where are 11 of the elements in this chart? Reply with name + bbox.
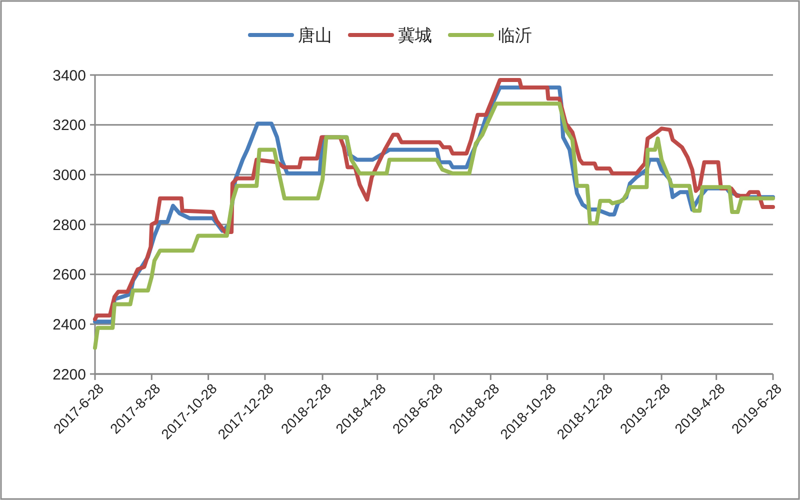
y-tick-label: 2800	[52, 216, 86, 234]
legend-label: 临沂	[498, 26, 532, 45]
line-series	[93, 102, 775, 350]
y-tick-label: 2200	[52, 366, 86, 384]
legend-label: 冀城	[398, 26, 432, 45]
y-tick-label: 2400	[52, 316, 86, 334]
legend-label: 唐山	[298, 26, 332, 45]
y-tick-label: 3400	[52, 67, 86, 84]
y-tick-label: 3200	[52, 117, 86, 134]
y-tick-label: 3000	[52, 166, 86, 184]
y-tick-label: 2600	[52, 266, 86, 284]
